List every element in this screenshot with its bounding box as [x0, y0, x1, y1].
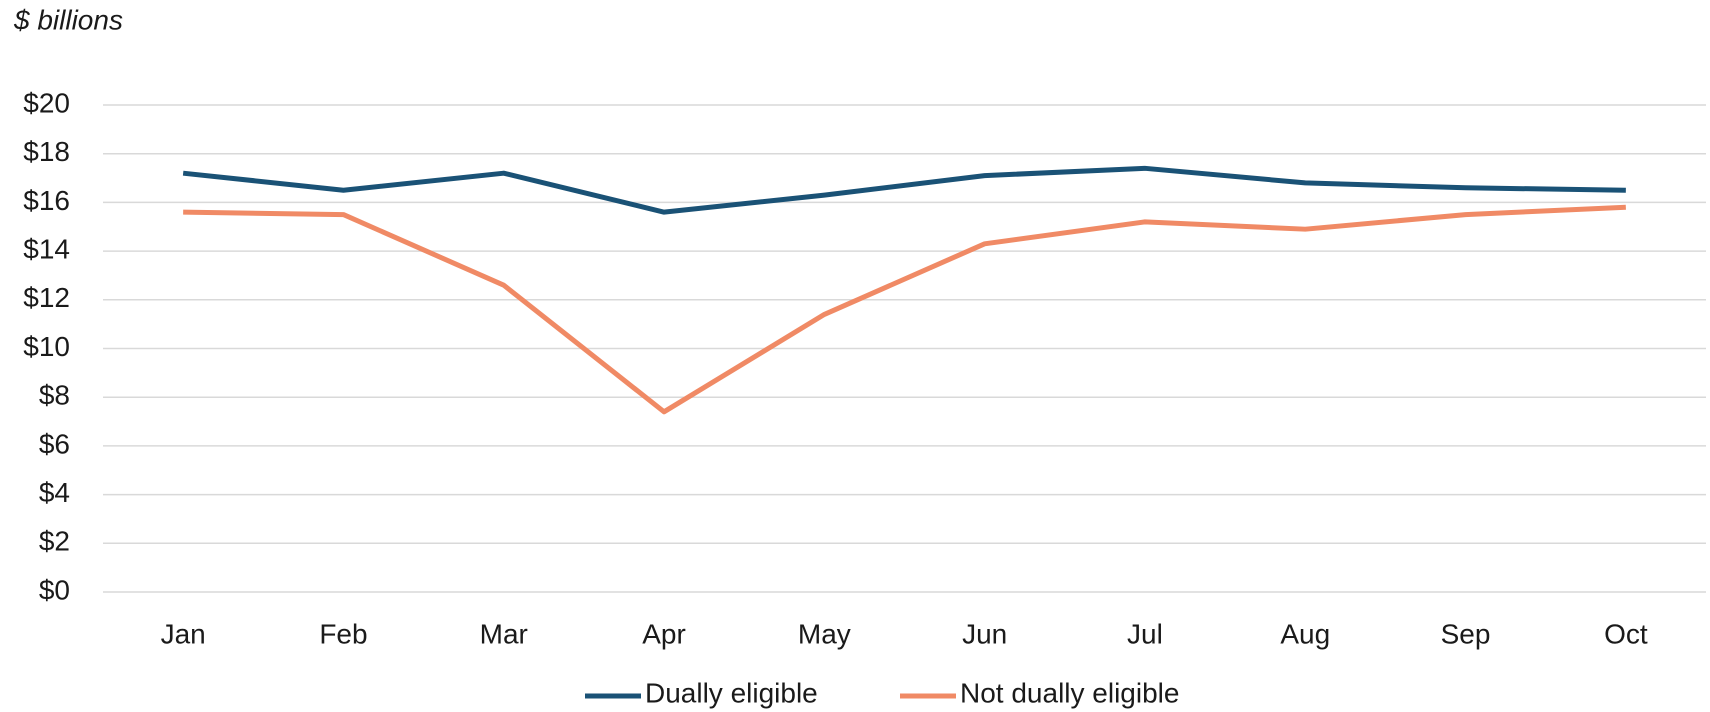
y-tick-label: $0 — [39, 574, 70, 605]
y-tick-label: $10 — [23, 331, 70, 362]
y-tick-label: $4 — [39, 477, 70, 508]
x-tick-label: Feb — [319, 618, 367, 649]
x-tick-label: May — [798, 618, 851, 649]
x-tick-label: Oct — [1604, 618, 1648, 649]
y-tick-label: $20 — [23, 87, 70, 118]
x-tick-label: Sep — [1441, 618, 1491, 649]
y-tick-label: $2 — [39, 526, 70, 557]
x-tick-label: Jan — [161, 618, 206, 649]
y-tick-label: $6 — [39, 428, 70, 459]
y-tick-label: $12 — [23, 282, 70, 313]
x-tick-label: Aug — [1280, 618, 1330, 649]
y-tick-label: $8 — [39, 380, 70, 411]
y-tick-label: $14 — [23, 233, 70, 264]
legend-label: Dually eligible — [645, 677, 818, 708]
x-tick-label: Mar — [480, 618, 528, 649]
y-axis-label: $ billions — [13, 4, 123, 35]
x-tick-label: Jul — [1127, 618, 1163, 649]
y-tick-label: $16 — [23, 185, 70, 216]
line-series — [183, 204, 1626, 415]
x-tick-label: Apr — [642, 618, 686, 649]
y-tick-label: $18 — [23, 136, 70, 167]
line-series — [182, 165, 1626, 215]
legend-label: Not dually eligible — [960, 677, 1179, 708]
x-tick-label: Jun — [962, 618, 1007, 649]
